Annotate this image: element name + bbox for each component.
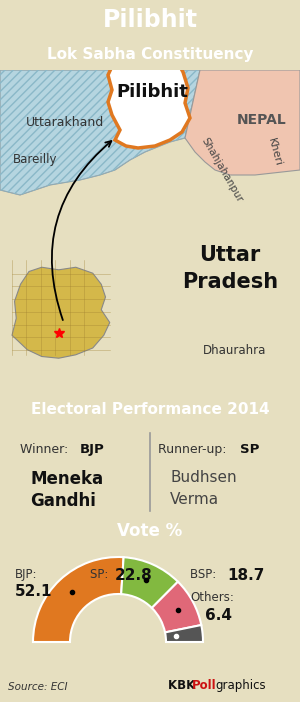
Text: BJP: BJP: [80, 443, 105, 456]
Text: Bareilly: Bareilly: [13, 154, 57, 166]
Text: Lok Sabha Constituency: Lok Sabha Constituency: [47, 48, 253, 62]
Text: 6.4: 6.4: [205, 608, 232, 623]
Text: 22.8: 22.8: [115, 568, 153, 583]
Text: Uttar: Uttar: [200, 245, 261, 265]
Text: Pilibhit: Pilibhit: [116, 83, 188, 101]
Text: Others:: Others:: [190, 591, 234, 604]
Text: 18.7: 18.7: [227, 568, 264, 583]
Text: graphics: graphics: [215, 679, 266, 692]
Text: Winner:: Winner:: [20, 443, 72, 456]
Text: Pilibhit: Pilibhit: [103, 8, 197, 32]
Text: Source: ECI: Source: ECI: [8, 682, 68, 692]
Text: NEPAL: NEPAL: [237, 113, 287, 127]
Text: Verma: Verma: [170, 492, 219, 507]
Text: Vote %: Vote %: [117, 522, 183, 540]
Text: Gandhi: Gandhi: [30, 492, 96, 510]
Wedge shape: [121, 557, 178, 608]
Text: Kheri: Kheri: [266, 137, 283, 167]
Text: BSP:: BSP:: [190, 568, 220, 581]
Text: Budhsen: Budhsen: [170, 470, 237, 485]
Text: Meneka: Meneka: [30, 470, 103, 488]
Wedge shape: [33, 557, 124, 642]
Wedge shape: [165, 625, 203, 642]
Text: KBK: KBK: [168, 679, 200, 692]
Text: Runner-up:: Runner-up:: [158, 443, 230, 456]
Polygon shape: [108, 42, 190, 148]
Text: BJP:: BJP:: [15, 568, 38, 581]
Polygon shape: [185, 70, 300, 175]
Text: Electoral Performance 2014: Electoral Performance 2014: [31, 402, 269, 416]
Polygon shape: [0, 70, 200, 195]
Text: SP:: SP:: [90, 568, 112, 581]
Wedge shape: [152, 582, 201, 633]
Text: Shahjahanpur: Shahjahanpur: [200, 136, 244, 204]
Text: Pradesh: Pradesh: [182, 272, 278, 292]
Text: 52.1: 52.1: [15, 584, 52, 599]
Text: Poll: Poll: [192, 679, 217, 692]
Text: Uttarakhand: Uttarakhand: [26, 116, 104, 128]
Text: Dhaurahra: Dhaurahra: [203, 343, 267, 357]
Polygon shape: [12, 267, 110, 358]
Text: SP: SP: [240, 443, 260, 456]
Polygon shape: [0, 70, 300, 390]
